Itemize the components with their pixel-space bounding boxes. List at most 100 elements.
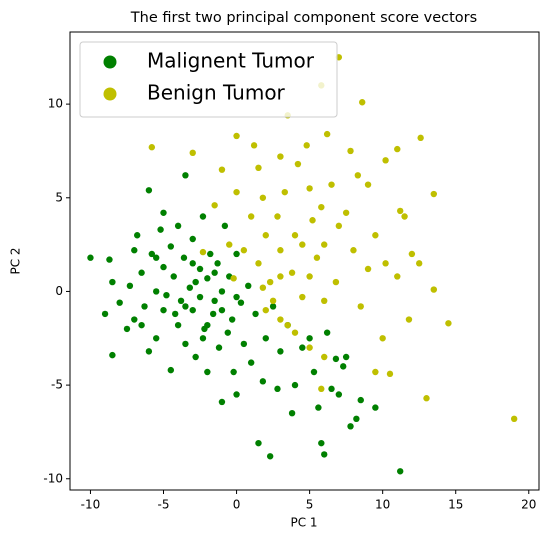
point: [196, 265, 204, 273]
point: [394, 273, 401, 280]
point: [321, 297, 328, 305]
point: [207, 250, 214, 258]
point: [233, 293, 240, 301]
point: [379, 335, 386, 342]
point: [274, 385, 281, 393]
point: [233, 188, 240, 196]
point: [233, 250, 240, 258]
point: [342, 353, 350, 361]
point: [288, 409, 296, 417]
point: [364, 265, 372, 273]
point: [153, 335, 160, 342]
point: [347, 423, 354, 430]
point: [277, 316, 284, 323]
point: [269, 303, 277, 310]
point: [386, 370, 394, 378]
point: [109, 278, 116, 286]
point: [138, 321, 145, 329]
point: [364, 181, 372, 188]
x-tick-label: 20: [521, 498, 536, 512]
point: [259, 194, 267, 201]
point: [335, 391, 343, 398]
point: [116, 299, 123, 306]
point: [180, 254, 188, 261]
point: [255, 439, 262, 447]
point: [204, 368, 211, 376]
x-tick-label: 10: [375, 498, 390, 512]
point: [153, 254, 160, 261]
point: [423, 395, 430, 402]
point: [415, 260, 423, 267]
point: [401, 213, 408, 220]
point: [101, 310, 109, 318]
point: [170, 273, 177, 280]
point: [274, 213, 281, 220]
point: [396, 468, 404, 475]
point: [299, 344, 306, 351]
point: [277, 348, 284, 355]
point: [417, 134, 424, 142]
point: [247, 359, 255, 366]
point: [510, 415, 518, 423]
point: [332, 355, 340, 363]
point: [405, 316, 413, 323]
point: [218, 306, 226, 314]
point: [396, 207, 404, 215]
point: [160, 263, 167, 271]
point: [186, 284, 194, 291]
point: [240, 340, 248, 348]
point: [318, 203, 325, 211]
point: [382, 157, 389, 164]
point: [306, 335, 313, 342]
point: [318, 385, 325, 393]
point: [340, 363, 347, 370]
point: [347, 147, 354, 155]
point: [262, 232, 269, 239]
point: [288, 269, 296, 276]
point: [218, 288, 226, 295]
point: [189, 149, 196, 157]
x-tick-label: -10: [81, 498, 101, 512]
point: [310, 368, 318, 376]
point: [237, 299, 245, 306]
point: [259, 378, 267, 385]
legend-box: [79, 41, 338, 118]
point: [167, 243, 175, 250]
point: [321, 353, 328, 361]
plot-frame: [69, 31, 540, 491]
point: [199, 248, 207, 256]
point: [328, 385, 335, 393]
point: [189, 306, 196, 314]
point: [294, 160, 302, 168]
point: [215, 344, 223, 351]
point: [148, 144, 156, 151]
point: [262, 306, 269, 314]
point: [160, 306, 167, 314]
point: [318, 439, 325, 447]
point: [350, 247, 357, 254]
point: [138, 269, 145, 276]
point: [196, 293, 204, 301]
point: [224, 329, 231, 336]
point: [218, 166, 226, 173]
point: [357, 396, 364, 404]
point: [342, 209, 350, 216]
point: [211, 269, 218, 276]
point: [430, 286, 438, 293]
point: [266, 278, 274, 286]
point: [126, 282, 134, 290]
point: [306, 185, 313, 192]
point: [266, 453, 274, 460]
point: [328, 181, 335, 188]
point: [277, 247, 284, 254]
point: [182, 303, 189, 310]
point: [430, 190, 438, 198]
y-tick-label: -5: [51, 378, 63, 392]
point: [313, 254, 321, 261]
point: [247, 213, 255, 220]
point: [171, 310, 179, 318]
point: [357, 303, 364, 310]
point: [408, 250, 416, 258]
point: [259, 284, 267, 291]
